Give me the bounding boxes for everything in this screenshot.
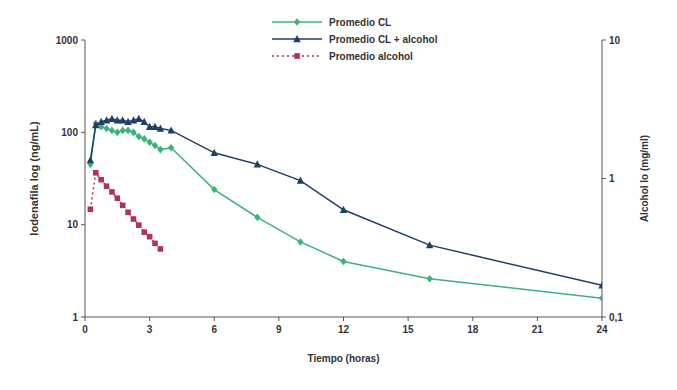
y-tick [81, 317, 85, 318]
point [109, 127, 115, 135]
y-tick-label: 10 [67, 219, 79, 230]
x-tick [602, 317, 603, 321]
point [97, 118, 104, 125]
point [147, 234, 153, 240]
y2-axis-label: Alcohol lo (mg/ml) [639, 135, 650, 222]
x-tick [408, 317, 409, 321]
legend-label: Promedio CL [329, 17, 391, 28]
x-tick-label: 12 [338, 324, 350, 335]
legend-marker [294, 53, 300, 59]
plot-marks [87, 115, 602, 302]
y-tick [81, 40, 85, 41]
point [167, 126, 174, 133]
y2-tick [602, 178, 606, 179]
y2-tick [602, 40, 606, 41]
point [98, 177, 104, 183]
point [120, 203, 126, 209]
point [93, 170, 99, 176]
point [211, 149, 218, 156]
point [119, 116, 126, 123]
x-tick [278, 317, 279, 321]
point [125, 127, 131, 135]
point [87, 156, 94, 163]
x-tick-label: 6 [211, 324, 217, 335]
y2-tick-label: 1 [609, 173, 615, 184]
x-tick-label: 9 [276, 324, 282, 335]
point [136, 133, 142, 141]
x-tick [214, 317, 215, 321]
x-tick-label: 15 [403, 324, 415, 335]
point [254, 214, 260, 222]
y2-tick-label: 10 [609, 35, 621, 46]
y-tick-label: 100 [61, 127, 78, 138]
series-line [90, 119, 602, 286]
point [141, 118, 148, 125]
point [426, 275, 432, 283]
point [114, 129, 120, 137]
point [297, 238, 303, 246]
x-tick [472, 317, 473, 321]
point [297, 177, 304, 184]
point [426, 241, 433, 248]
y-tick [81, 224, 85, 225]
series-line [90, 173, 160, 249]
point [146, 138, 152, 146]
legend-label: Promedio CL + alcohol [329, 34, 438, 45]
point [157, 146, 163, 154]
point [168, 144, 174, 152]
point [141, 135, 147, 143]
point [151, 123, 158, 130]
point [130, 129, 136, 137]
legend-label: Promedio alcohol [329, 51, 413, 62]
y2-tick [602, 317, 606, 318]
legend-marker [293, 35, 300, 42]
point [131, 216, 137, 222]
x-tick [149, 317, 150, 321]
x-tick [85, 317, 86, 321]
point [136, 222, 142, 228]
y-tick [81, 132, 85, 133]
point [124, 118, 131, 125]
point [141, 229, 147, 235]
y-tick-label: 1000 [56, 35, 79, 46]
y-tick-label: 1 [72, 312, 78, 323]
point [340, 206, 347, 213]
point [88, 206, 94, 212]
x-tick [343, 317, 344, 321]
point [152, 241, 158, 247]
background [0, 0, 677, 390]
x-tick [537, 317, 538, 321]
legend-marker [294, 18, 300, 26]
x-axis-label: Tiempo (horas) [307, 353, 379, 364]
point [109, 189, 115, 195]
point [108, 115, 115, 122]
point [152, 142, 158, 150]
point [158, 246, 164, 252]
x-tick-label: 18 [467, 324, 479, 335]
x-tick-label: 0 [82, 324, 88, 335]
point [103, 116, 110, 123]
point [125, 210, 131, 216]
point [599, 294, 602, 302]
x-tick-label: 21 [532, 324, 544, 335]
point [104, 183, 110, 189]
point [598, 281, 602, 288]
y2-tick-label: 0,1 [609, 312, 623, 323]
chart: 0 3 6 9 12 15 18 21 24 1 10 100 1000 0,1 1 10 Tiempo (ho… [0, 0, 677, 390]
point [103, 125, 109, 133]
point [135, 115, 142, 122]
y-axis-label: Iodenafila log (ng/mL) [28, 121, 40, 236]
point [130, 116, 137, 123]
point [254, 160, 261, 167]
x-tick-label: 3 [147, 324, 153, 335]
point [157, 125, 164, 132]
x-tick-label: 24 [596, 324, 608, 335]
point [115, 195, 121, 201]
point [211, 186, 217, 194]
legend: Promedio CL Promedio CL + alcohol Promedio… [272, 17, 438, 62]
y-axis [85, 40, 86, 317]
point [340, 258, 346, 266]
